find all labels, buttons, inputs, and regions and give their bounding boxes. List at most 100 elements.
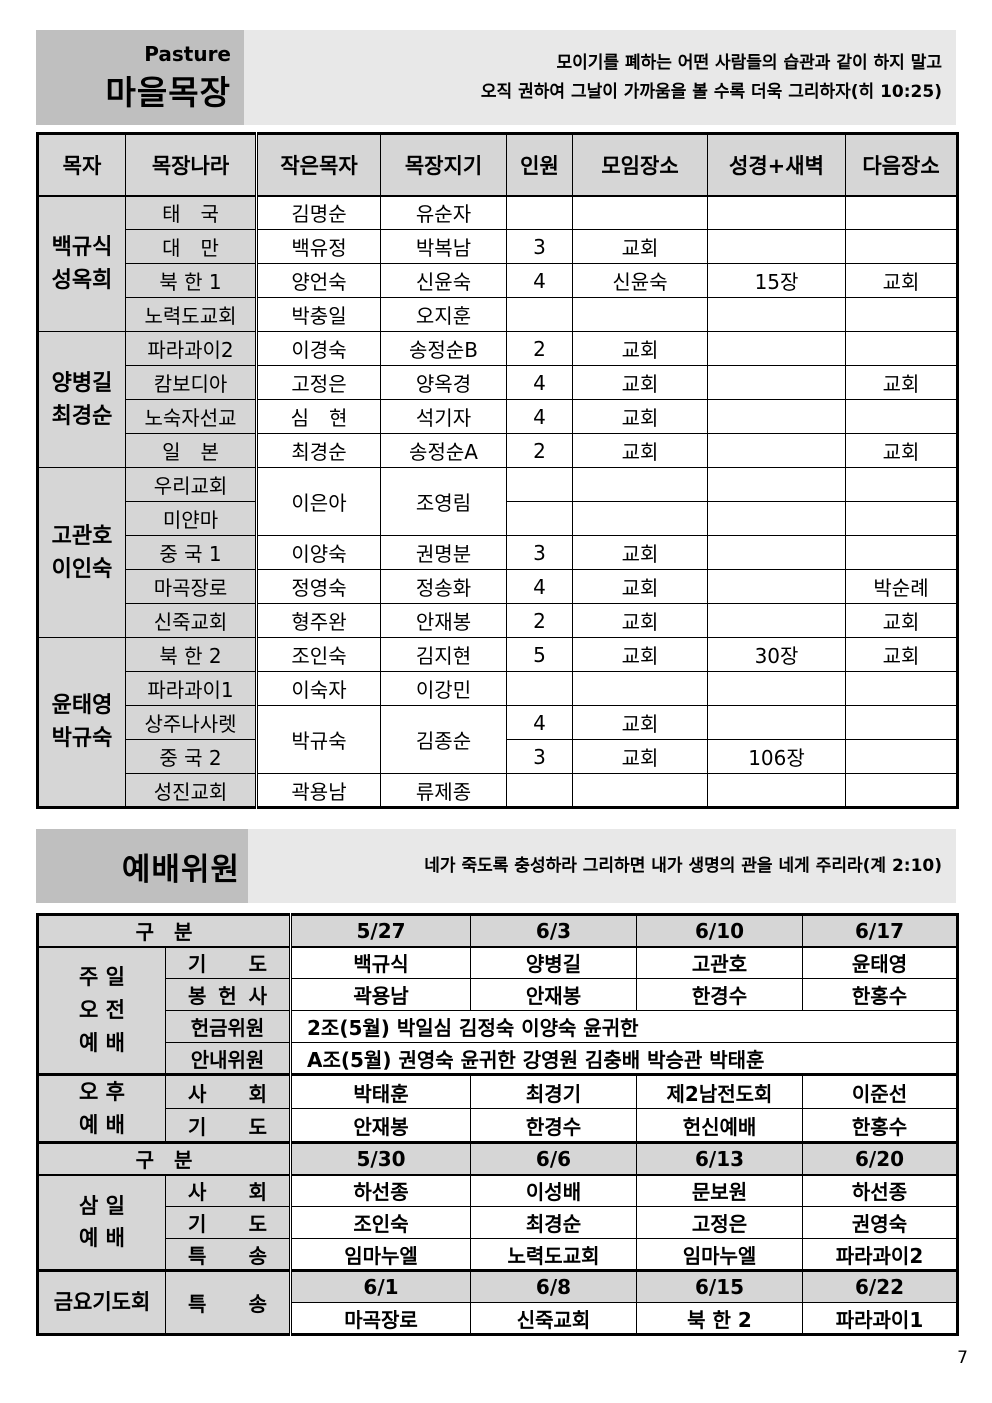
place-cell: 교회 <box>572 535 708 570</box>
role-cell: 기 도 <box>165 1108 291 1144</box>
nation-cell: 마곡장로 <box>125 569 257 604</box>
bible-cell <box>707 671 846 706</box>
next-place-cell <box>845 705 958 740</box>
nation-cell: 대 만 <box>125 229 257 264</box>
small-shepherd-cell: 정영숙 <box>255 569 381 604</box>
table-row: 헌금위원 2조(5월) 박일심 김정숙 이양숙 윤귀한 <box>38 1010 958 1043</box>
worship-title-box: 예배위원 <box>36 829 248 903</box>
name-cell: 한경수 <box>636 978 803 1011</box>
name-cell: 한홍수 <box>802 978 958 1011</box>
small-shepherd-cell: 이숙자 <box>255 671 381 706</box>
service-group-cell: 금요기도회 <box>37 1269 166 1336</box>
nation-cell: 중 국 2 <box>125 739 257 774</box>
bible-cell: 15장 <box>707 263 846 298</box>
division-row: 구 분 5/27 6/3 6/10 6/17 <box>37 913 958 948</box>
worship-verse: 네가 죽도록 충성하라 그리하면 내가 생명의 관을 네게 주리라(계 2:10… <box>248 829 956 903</box>
service-group-cell: 삼 일 예 배 <box>37 1174 166 1272</box>
next-place-cell <box>845 671 958 706</box>
next-place-cell <box>845 739 958 774</box>
place-cell: 교회 <box>572 637 708 672</box>
next-place-cell <box>845 501 958 536</box>
name-cell: 최경기 <box>470 1072 637 1110</box>
keeper-cell: 정송화 <box>380 569 507 604</box>
count-cell: 4 <box>506 365 573 400</box>
bible-cell <box>707 569 846 604</box>
nation-cell: 노숙자선교 <box>125 399 257 434</box>
date-header: 6/1 <box>289 1269 471 1304</box>
table-row: 중 국 1 이양숙 권명분 3 교회 <box>38 535 958 570</box>
col-header-keeper: 목장지기 <box>380 133 507 197</box>
small-shepherd-cell: 박규숙 <box>255 705 381 774</box>
pasture-table: 목자 목장나라 작은목자 목장지기 인원 모임장소 성경+새벽 다음장소 백규식… <box>36 132 959 809</box>
committee-names-cell: 2조(5월) 박일심 김정숙 이양숙 윤귀한 <box>289 1010 958 1043</box>
nation-cell: 신죽교회 <box>125 603 257 638</box>
keeper-cell: 신윤숙 <box>380 263 507 298</box>
small-shepherd-cell: 이은아 <box>255 467 381 536</box>
keeper-cell: 박복남 <box>380 229 507 264</box>
place-cell <box>572 671 708 706</box>
name-cell: 안재봉 <box>470 978 637 1011</box>
name-cell: 한홍수 <box>802 1108 958 1144</box>
content: Pasture 마을목장 모이기를 폐하는 어떤 사람들의 습관과 같이 하지 … <box>36 30 959 1337</box>
pasture-header-row: 목자 목장나라 작은목자 목장지기 인원 모임장소 성경+새벽 다음장소 <box>37 133 958 197</box>
table-row: 캄보디아 고정은 양옥경 4 교회 교회 <box>38 365 958 400</box>
col-header-meeting-place: 모임장소 <box>572 133 708 197</box>
table-row: 상주나사렛 박규숙 김종순 4 교회 <box>38 705 958 774</box>
name-cell: 박태훈 <box>289 1072 471 1110</box>
small-shepherd-cell: 박충일 <box>255 297 381 332</box>
bible-cell <box>707 603 846 638</box>
division-label: 구 분 <box>37 913 291 948</box>
role-cell: 헌금위원 <box>165 1010 291 1043</box>
name-cell: 곽용남 <box>289 978 471 1011</box>
role-cell: 사 회 <box>165 1072 291 1110</box>
date-header: 6/15 <box>636 1269 803 1304</box>
role-cell: 안내위원 <box>165 1042 291 1075</box>
keeper-cell: 송정순B <box>380 331 507 366</box>
pasture-verse: 모이기를 폐하는 어떤 사람들의 습관과 같이 하지 말고 오직 권하여 그날이… <box>244 30 956 125</box>
pasture-section-header: Pasture 마을목장 모이기를 폐하는 어떤 사람들의 습관과 같이 하지 … <box>36 30 956 125</box>
place-cell: 교회 <box>572 331 708 366</box>
nation-cell: 북 한 2 <box>125 637 257 672</box>
place-cell <box>572 467 708 502</box>
count-cell: 3 <box>506 739 573 774</box>
table-row: 금요기도회 특 송 6/1 6/8 6/15 6/22 <box>37 1269 958 1336</box>
table-row: 삼 일 예 배 사 회 하선종 이성배 문보원 하선종 <box>37 1174 958 1272</box>
next-place-cell <box>845 773 958 808</box>
small-shepherd-cell: 고정은 <box>255 365 381 400</box>
name-cell: 마곡장로 <box>289 1302 471 1336</box>
count-cell: 2 <box>506 603 573 638</box>
small-shepherd-cell: 심 현 <box>255 399 381 434</box>
name-cell: 고정은 <box>636 1206 803 1240</box>
nation-cell: 중 국 1 <box>125 535 257 570</box>
service-group-cell: 오 후 예 배 <box>37 1072 166 1144</box>
name-cell: 파라과이2 <box>802 1238 958 1272</box>
name-cell: 북 한 2 <box>636 1302 803 1336</box>
date-header: 6/6 <box>470 1141 637 1176</box>
name-cell: 제2남전도회 <box>636 1072 803 1110</box>
place-cell: 교회 <box>572 399 708 434</box>
division-label: 구 분 <box>37 1141 291 1176</box>
place-cell: 교회 <box>572 433 708 468</box>
count-cell <box>506 195 573 230</box>
keeper-cell: 김종순 <box>380 705 507 774</box>
nation-cell: 노력도교회 <box>125 297 257 332</box>
name-cell: 고관호 <box>636 946 803 979</box>
name-cell: 노력도교회 <box>470 1238 637 1272</box>
table-row: 마곡장로 정영숙 정송화 4 교회 박순례 <box>38 569 958 604</box>
nation-cell: 캄보디아 <box>125 365 257 400</box>
name-cell: 윤태영 <box>802 946 958 979</box>
next-place-cell <box>845 331 958 366</box>
nation-cell: 성진교회 <box>125 773 257 808</box>
bible-cell <box>707 365 846 400</box>
date-header: 6/13 <box>636 1141 803 1176</box>
table-row: 성진교회 곽용남 류제종 <box>38 773 958 808</box>
verse-line: 네가 죽도록 충성하라 그리하면 내가 생명의 관을 네게 주리라(계 2:10… <box>424 855 942 876</box>
table-row: 일 본 최경순 송정순A 2 교회 교회 <box>38 433 958 468</box>
count-cell: 4 <box>506 263 573 298</box>
role-cell: 기 도 <box>165 946 291 979</box>
count-cell <box>506 467 573 502</box>
division-row: 구 분 5/30 6/6 6/13 6/20 <box>37 1141 958 1176</box>
next-place-cell <box>845 467 958 502</box>
shepherd-cell: 고관호 이인숙 <box>37 467 126 638</box>
keeper-cell: 이강민 <box>380 671 507 706</box>
